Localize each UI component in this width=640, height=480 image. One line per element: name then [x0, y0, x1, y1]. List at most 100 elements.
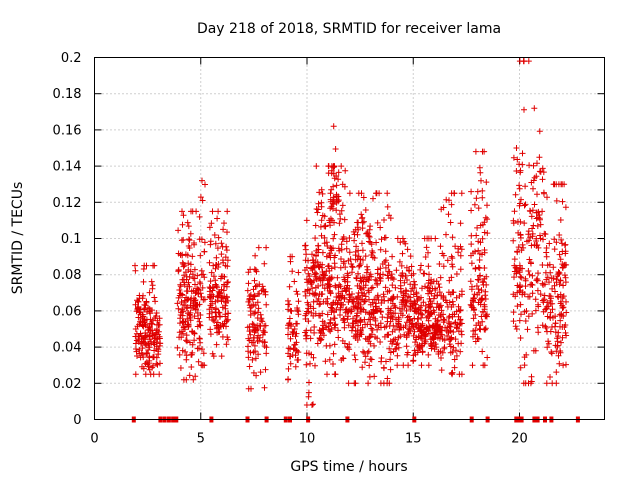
data-point: [531, 105, 538, 112]
data-point: [403, 332, 410, 339]
data-point: [333, 193, 340, 200]
data-point: [364, 349, 371, 356]
data-point: [522, 277, 529, 284]
data-point: [316, 335, 323, 341]
data-point: [179, 306, 186, 313]
data-point: [223, 243, 230, 250]
data-point: [447, 219, 454, 226]
data-point: [189, 253, 196, 260]
data-point: [197, 252, 204, 259]
data-point: [357, 308, 364, 315]
data-point: [521, 362, 528, 369]
data-point: [559, 198, 566, 205]
data-point: [222, 262, 229, 269]
data-point: [412, 339, 419, 346]
data-point: [253, 372, 260, 379]
data-point: [190, 302, 197, 309]
data-point: [447, 327, 454, 334]
data-point: [429, 335, 436, 341]
data-point: [408, 272, 415, 279]
data-point: [511, 274, 517, 281]
data-point: [320, 322, 327, 329]
data-point: [549, 285, 556, 292]
data-point: [139, 345, 146, 352]
data-point: [445, 211, 452, 218]
data-point: [224, 294, 230, 301]
data-point: [154, 327, 160, 334]
data-point: [425, 301, 432, 308]
data-point: [470, 328, 477, 334]
data-point: [517, 364, 524, 371]
data-point: [537, 291, 544, 298]
data-point: [394, 362, 401, 369]
data-point: [185, 236, 192, 243]
data-point: [384, 272, 391, 279]
data-point: [431, 323, 438, 330]
data-point: [193, 301, 200, 308]
data-point: [447, 343, 454, 350]
y-tick-label: 0: [73, 413, 81, 428]
data-point: [225, 279, 231, 285]
data-point: [425, 263, 432, 270]
data-point: [249, 356, 256, 363]
data-point: [311, 329, 318, 336]
data-point: [248, 385, 254, 392]
data-point: [458, 328, 465, 335]
data-point: [556, 251, 563, 258]
data-point: [184, 304, 191, 311]
data-point: [523, 308, 530, 314]
data-point: [189, 328, 196, 335]
data-point: [384, 375, 391, 382]
data-point: [148, 278, 155, 285]
data-point: [378, 355, 385, 361]
data-point: [319, 282, 326, 288]
data-point: [133, 308, 140, 315]
data-point: [303, 361, 310, 368]
data-point: [377, 339, 384, 345]
data-point: [358, 211, 365, 218]
data-point: [419, 311, 426, 318]
data-point: [382, 284, 389, 291]
data-point: [201, 296, 208, 303]
data-point: [474, 335, 481, 342]
data-point: [521, 202, 528, 209]
data-point: [433, 278, 440, 285]
data-point: [321, 213, 328, 220]
data-point: [132, 262, 138, 269]
data-point: [355, 270, 361, 277]
data-point: [411, 347, 418, 354]
data-point: [511, 208, 518, 215]
data-point: [535, 303, 542, 310]
data-point: [387, 349, 394, 356]
data-point: [446, 320, 453, 327]
data-point: [215, 264, 222, 270]
data-point: [319, 249, 326, 256]
data-point: [255, 244, 262, 251]
data-point: [402, 287, 409, 294]
data-point: [351, 237, 358, 244]
data-point: [457, 348, 464, 355]
data-point: [467, 278, 474, 285]
data-point: [152, 298, 159, 305]
data-point: [156, 340, 163, 347]
data-point: [335, 176, 342, 183]
data-point: [483, 281, 490, 288]
data-point: [336, 247, 343, 254]
data-point: [149, 282, 156, 289]
data-point: [249, 320, 256, 327]
data-point: [553, 279, 560, 286]
data-point: [431, 292, 438, 299]
data-point: [544, 344, 551, 351]
data-point: [418, 332, 425, 339]
y-tick-label: 0.16: [53, 123, 82, 138]
data-point: [421, 337, 428, 343]
data-point: [140, 354, 147, 361]
data-point: [206, 259, 213, 266]
data-point: [353, 295, 360, 302]
data-point: [247, 331, 254, 338]
data-point: [397, 282, 404, 289]
data-point: [337, 215, 344, 222]
data-point: [153, 360, 160, 367]
data-point: [475, 247, 482, 254]
